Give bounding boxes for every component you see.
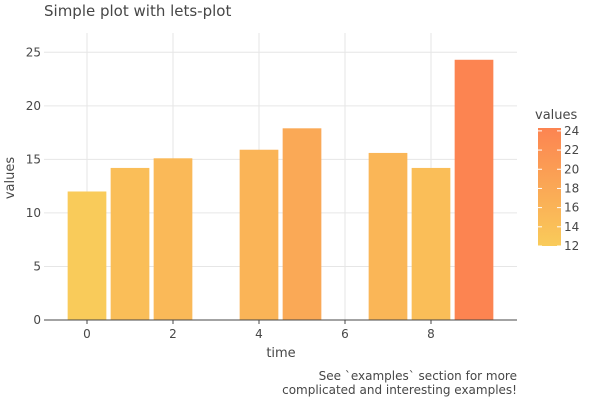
legend-label: 12 bbox=[564, 239, 579, 253]
legend-label: 22 bbox=[564, 143, 579, 157]
legend-label: 20 bbox=[564, 162, 579, 176]
bar bbox=[368, 152, 408, 320]
x-tick-label: 8 bbox=[427, 327, 435, 341]
legend-colorbar bbox=[538, 128, 561, 246]
legend-label: 14 bbox=[564, 220, 579, 234]
y-tick-label: 5 bbox=[33, 259, 41, 273]
bar bbox=[454, 59, 494, 320]
legend-title: values bbox=[535, 108, 578, 123]
legend-label: 24 bbox=[564, 124, 579, 138]
bars bbox=[67, 59, 494, 320]
x-axis-title: time bbox=[266, 346, 295, 361]
legend-label: 18 bbox=[564, 181, 579, 195]
bar bbox=[110, 167, 150, 320]
caption-line-1: See `examples` section for more bbox=[319, 369, 517, 383]
bar bbox=[411, 167, 451, 320]
caption-line-2: complicated and interesting examples! bbox=[282, 383, 517, 397]
axes: 0 2 4 6 8 0 5 10 15 20 25 bbox=[26, 45, 517, 341]
bar bbox=[282, 128, 322, 320]
chart-title: Simple plot with lets-plot bbox=[44, 2, 231, 20]
y-tick-label: 15 bbox=[26, 152, 41, 166]
legend: values 12 14 16 18 20 22 24 bbox=[535, 108, 579, 253]
x-tick-label: 0 bbox=[83, 327, 91, 341]
legend-label: 16 bbox=[564, 201, 579, 215]
bar bbox=[67, 191, 107, 320]
x-tick-label: 4 bbox=[255, 327, 263, 341]
x-tick-label: 6 bbox=[341, 327, 349, 341]
y-tick-label: 20 bbox=[26, 99, 41, 113]
y-tick-label: 25 bbox=[26, 45, 41, 59]
y-tick-label: 10 bbox=[26, 206, 41, 220]
bar bbox=[153, 158, 193, 320]
y-tick-label: 0 bbox=[33, 313, 41, 327]
y-axis-title: values bbox=[3, 157, 18, 200]
x-tick-label: 2 bbox=[169, 327, 177, 341]
bar bbox=[239, 149, 279, 320]
